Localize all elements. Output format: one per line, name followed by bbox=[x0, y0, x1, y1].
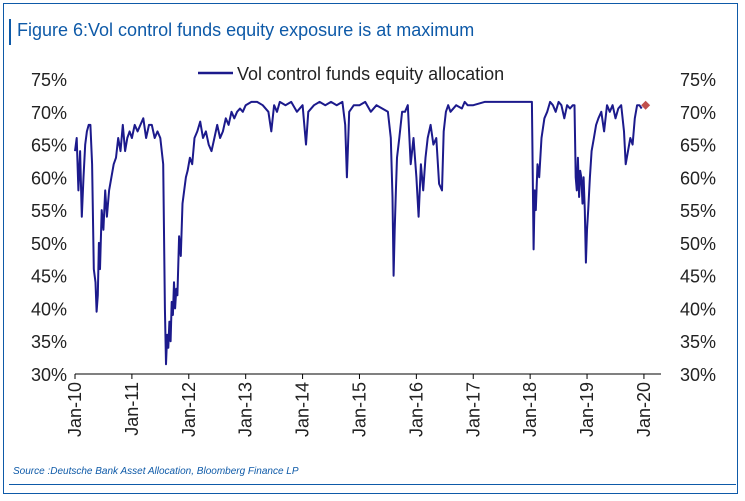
y-tick-label-right: 45% bbox=[680, 267, 716, 287]
bottom-rule bbox=[9, 484, 736, 485]
series-line-vol-control bbox=[74, 100, 643, 366]
series-group bbox=[74, 100, 651, 366]
y-tick-label-right: 50% bbox=[680, 234, 716, 254]
y-tick-label-left: 55% bbox=[31, 201, 67, 221]
x-tick-label: Jan-18 bbox=[520, 382, 540, 437]
y-tick-label-right: 55% bbox=[680, 201, 716, 221]
y-tick-label-right: 40% bbox=[680, 299, 716, 319]
y-tick-label-right: 60% bbox=[680, 168, 716, 188]
y-tick-label-left: 70% bbox=[31, 103, 67, 123]
axes bbox=[74, 373, 661, 379]
y-tick-label-left: 40% bbox=[31, 299, 67, 319]
source-note: Source :Deutsche Bank Asset Allocation, … bbox=[13, 466, 299, 477]
y-tick-label-right: 35% bbox=[680, 332, 716, 352]
y-axis-right-labels: 30% 35% 40% 45% 50% 55% 60% 65% 70% 75% bbox=[680, 70, 716, 385]
y-tick-label-left: 50% bbox=[31, 234, 67, 254]
y-tick-label-left: 60% bbox=[31, 168, 67, 188]
x-axis-labels: Jan-10 Jan-11 Jan-12 Jan-13 Jan-14 Jan-15 Jan-… bbox=[65, 382, 654, 437]
x-tick-label: Jan-19 bbox=[577, 382, 597, 437]
legend-label: Vol control funds equity allocation bbox=[237, 64, 504, 84]
figure-frame bbox=[3, 3, 738, 494]
x-tick-label: Jan-14 bbox=[293, 382, 313, 437]
x-tick-label: Jan-12 bbox=[179, 382, 199, 437]
x-tick-label: Jan-16 bbox=[406, 382, 426, 437]
y-axis-left-labels: 30% 35% 40% 45% 50% 55% 60% 65% 70% 75% bbox=[31, 70, 67, 385]
figure-title: Figure 6:Vol control funds equity exposu… bbox=[17, 20, 475, 40]
y-tick-label-right: 65% bbox=[680, 136, 716, 156]
x-tick-label: Jan-15 bbox=[349, 382, 369, 437]
latest-value-marker bbox=[641, 100, 651, 110]
x-tick-label: Jan-20 bbox=[634, 382, 654, 437]
y-tick-label-right: 75% bbox=[680, 70, 716, 90]
y-tick-label-right: 70% bbox=[680, 103, 716, 123]
y-tick-label-left: 45% bbox=[31, 267, 67, 287]
y-tick-label-left: 30% bbox=[31, 365, 67, 385]
y-tick-label-left: 65% bbox=[31, 136, 67, 156]
x-tick-label: Jan-10 bbox=[65, 382, 85, 437]
legend: Vol control funds equity allocation bbox=[198, 64, 504, 84]
x-tick-label: Jan-17 bbox=[463, 382, 483, 437]
x-tick-label: Jan-11 bbox=[122, 382, 142, 436]
title-accent-bar bbox=[9, 19, 11, 45]
y-tick-label-right: 30% bbox=[680, 365, 716, 385]
y-tick-label-left: 35% bbox=[31, 332, 67, 352]
y-tick-label-left: 75% bbox=[31, 70, 67, 90]
x-tick-label: Jan-13 bbox=[236, 382, 256, 437]
